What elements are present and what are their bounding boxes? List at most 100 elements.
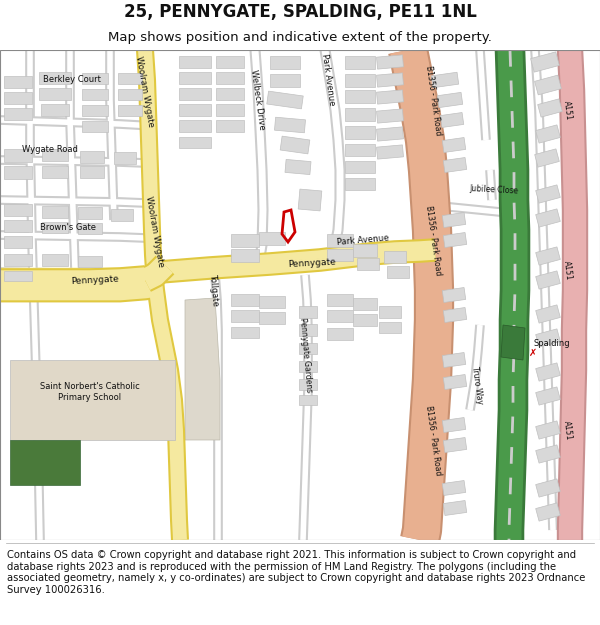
Text: Welbeck Drive: Welbeck Drive: [250, 69, 266, 131]
Bar: [179, 136, 211, 148]
Text: Woolram Wygate: Woolram Wygate: [134, 56, 155, 128]
Bar: [4, 92, 32, 104]
Text: Contains OS data © Crown copyright and database right 2021. This information is : Contains OS data © Crown copyright and d…: [7, 550, 586, 595]
Bar: [80, 151, 104, 163]
Bar: [231, 249, 259, 261]
Bar: [111, 209, 133, 221]
Text: Berkley Court: Berkley Court: [43, 76, 101, 84]
Bar: [536, 479, 560, 497]
Text: Truro Way: Truro Way: [470, 366, 484, 404]
Bar: [231, 326, 259, 338]
Bar: [327, 310, 353, 322]
Bar: [536, 209, 560, 227]
Bar: [82, 104, 108, 116]
Polygon shape: [185, 298, 220, 440]
Bar: [4, 254, 32, 266]
Text: Map shows position and indicative extent of the property.: Map shows position and indicative extent…: [108, 31, 492, 44]
Bar: [443, 501, 467, 516]
Bar: [327, 294, 353, 306]
Bar: [345, 107, 375, 121]
Bar: [285, 159, 311, 174]
Bar: [4, 76, 32, 88]
Bar: [42, 149, 68, 161]
Bar: [536, 185, 560, 203]
Bar: [118, 72, 142, 84]
Text: Park Avenue: Park Avenue: [320, 54, 336, 106]
Bar: [118, 89, 142, 99]
Text: Pennygate: Pennygate: [288, 258, 336, 269]
Bar: [267, 91, 303, 109]
Bar: [442, 138, 466, 152]
Bar: [440, 112, 464, 128]
Bar: [327, 328, 353, 340]
Bar: [442, 288, 466, 302]
Bar: [270, 74, 300, 86]
Bar: [437, 92, 463, 108]
Bar: [345, 74, 375, 86]
Text: Pennygate Gardens: Pennygate Gardens: [298, 318, 314, 392]
Bar: [4, 149, 32, 161]
Bar: [4, 236, 32, 248]
Bar: [179, 104, 211, 116]
Bar: [443, 374, 467, 389]
Text: Brown's Gate: Brown's Gate: [40, 224, 96, 232]
Bar: [442, 418, 466, 432]
Bar: [270, 56, 300, 69]
Bar: [353, 314, 377, 326]
Bar: [345, 161, 375, 173]
Bar: [4, 166, 32, 179]
Bar: [442, 213, 466, 228]
Bar: [298, 189, 322, 211]
Bar: [536, 363, 560, 381]
Bar: [431, 72, 459, 88]
Bar: [536, 445, 560, 463]
Bar: [536, 271, 560, 289]
Bar: [377, 127, 403, 141]
Text: Wygate Road: Wygate Road: [22, 146, 78, 154]
Bar: [327, 234, 353, 246]
Bar: [377, 90, 403, 104]
Bar: [377, 73, 403, 87]
Polygon shape: [0, 265, 180, 296]
Bar: [231, 310, 259, 322]
Text: A151: A151: [562, 260, 574, 280]
Bar: [536, 125, 560, 143]
Bar: [216, 104, 244, 116]
Bar: [327, 249, 353, 261]
Bar: [39, 88, 71, 100]
Text: ✗: ✗: [529, 348, 537, 358]
Polygon shape: [10, 440, 80, 485]
Bar: [299, 324, 317, 336]
Bar: [78, 207, 102, 219]
Bar: [4, 204, 32, 216]
Bar: [536, 421, 560, 439]
Bar: [357, 258, 379, 270]
Bar: [216, 56, 244, 68]
Bar: [536, 503, 560, 521]
Bar: [345, 178, 375, 190]
Bar: [216, 72, 244, 84]
Bar: [4, 108, 32, 120]
Bar: [345, 126, 375, 139]
Bar: [41, 104, 69, 116]
Bar: [118, 104, 142, 116]
Bar: [280, 136, 310, 154]
Text: Woolram Wygate: Woolram Wygate: [145, 196, 166, 268]
Text: Tollgate: Tollgate: [208, 273, 220, 307]
Text: Saint Norbert's Catholic
Primary School: Saint Norbert's Catholic Primary School: [40, 382, 140, 402]
Bar: [538, 99, 562, 117]
Bar: [299, 395, 317, 405]
Bar: [442, 481, 466, 496]
Polygon shape: [10, 360, 175, 440]
Text: A151: A151: [562, 420, 574, 440]
Bar: [231, 294, 259, 306]
Bar: [179, 72, 211, 84]
Text: B1356 - Park Road: B1356 - Park Road: [424, 64, 442, 136]
Bar: [179, 56, 211, 68]
Bar: [536, 387, 560, 405]
Bar: [299, 361, 317, 371]
Bar: [530, 52, 559, 72]
Bar: [299, 379, 317, 389]
Bar: [353, 244, 377, 256]
Bar: [345, 56, 375, 69]
